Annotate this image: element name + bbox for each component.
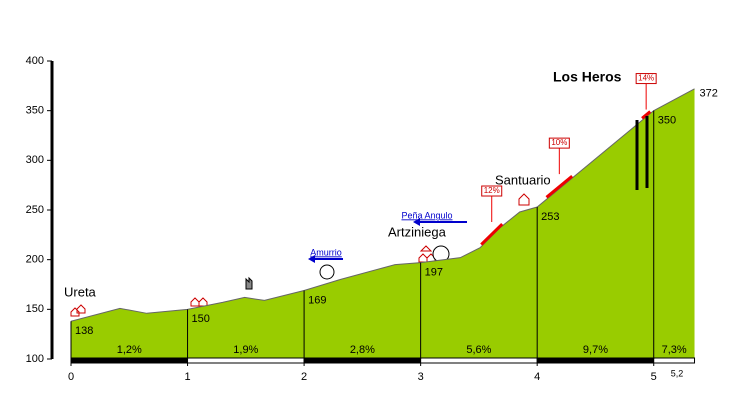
direction-arrowhead [308,255,315,263]
steep-section [545,174,574,199]
grade-bar [653,357,696,364]
profile-area [71,88,695,360]
elevation-label: 150 [192,313,210,325]
x-tick-label: 1 [184,371,190,383]
y-tick-label: 250 [26,204,44,216]
grade-label: 7,3% [662,344,687,356]
place-label: Artziniega [388,224,447,239]
flag-label: 10% [551,138,567,147]
flag [635,73,657,85]
flag [548,137,570,149]
profile-line [70,88,695,322]
y-tick-label: 100 [26,353,44,365]
elevation-label: 372 [700,88,718,100]
flag [481,185,503,197]
grade-label: 2,8% [350,344,375,356]
grade-bar [187,357,305,364]
flag-label: 14% [638,74,654,83]
grade-bar [420,357,538,364]
icons [70,193,530,317]
x-tick-label: 0 [68,371,74,383]
x-tick-label: 4 [534,371,540,383]
y-tick-label: 200 [26,254,44,266]
grade-label: 1,9% [233,344,258,356]
direction-label: Amurrio [310,247,342,257]
steep-section [480,222,504,246]
x-tick-label: 5,2 [671,368,684,378]
grade-label: 5,6% [466,344,491,356]
x-tick-label: 2 [301,371,307,383]
grade-label: 1,2% [117,344,142,356]
grade-label: 9,7% [583,344,608,356]
direction-arrowhead [413,218,420,226]
grade-bar [303,357,422,364]
elevation-label: 169 [308,294,326,306]
elevation-label: 253 [541,211,559,223]
elevation-label: 350 [658,115,676,127]
elevation-label: 197 [425,267,443,279]
y-tick-label: 350 [26,105,44,117]
y-tick-label: 400 [26,55,44,67]
grade-bar [536,357,655,364]
x-tick-label: 3 [418,371,424,383]
flag-label: 12% [484,186,500,195]
y-tick-label: 150 [26,303,44,315]
place-label: Santuario [495,172,551,187]
direction-label: Peña Angulo [401,210,452,220]
grade-bar [70,357,189,364]
elevation-label: 138 [75,325,93,337]
place-label: Ureta [64,284,97,299]
x-tick-label: 5 [651,371,657,383]
chart-title: Los Heros [553,69,622,85]
steep-section [641,110,652,120]
y-tick-label: 300 [26,154,44,166]
